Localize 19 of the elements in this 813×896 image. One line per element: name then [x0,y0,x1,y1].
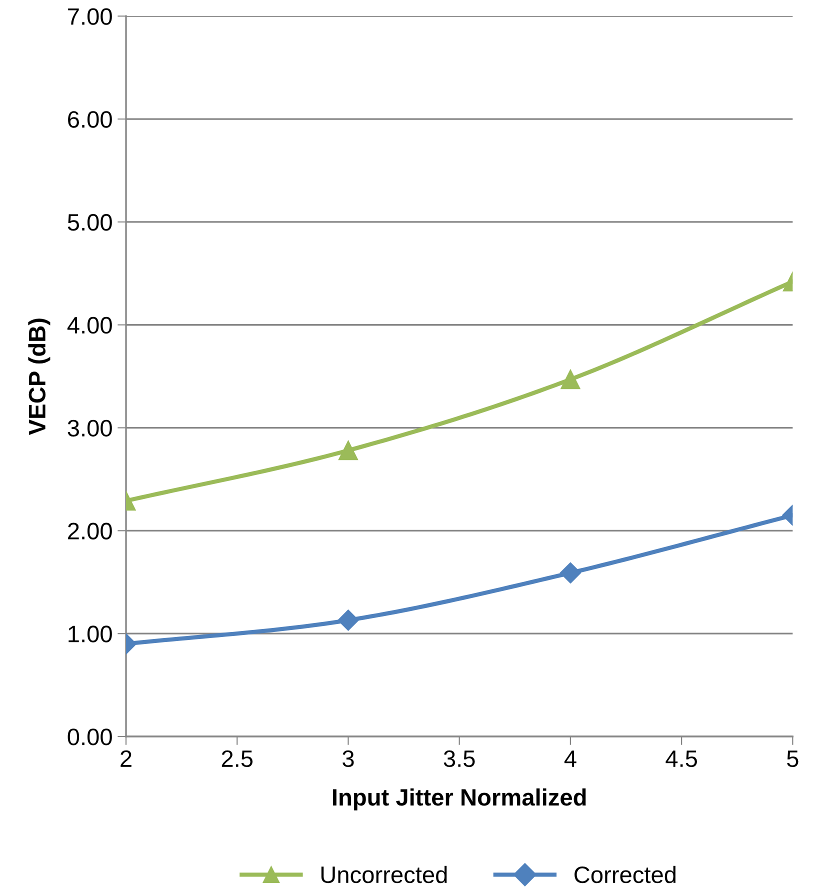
x-axis-title: Input Jitter Normalized [333,788,586,810]
x-tick-label: 5 [787,750,798,768]
y-tick-label: 2.00 [68,522,112,540]
x-tick-label: 3.5 [444,750,475,768]
legend-label: Corrected [574,866,676,884]
y-tick-label: 5.00 [68,214,112,231]
y-axis-title: VECP (dB) [28,318,50,435]
x-tick-label: 4 [564,750,576,767]
x-tick-label: 2.5 [222,750,253,768]
x-tick-label: 4.5 [666,750,697,768]
y-tick-label: 4.00 [67,316,112,334]
y-tick-label: 7.00 [68,8,112,25]
y-tick-label: 1.00 [68,626,112,642]
y-tick-label: 6.00 [68,111,112,128]
x-tick-label: 2 [120,750,132,767]
x-tick-label: 3 [342,750,354,768]
legend-label: Uncorrected [321,866,447,884]
y-tick-label: 0.00 [68,728,112,746]
y-tick-label: 3.00 [68,420,112,437]
